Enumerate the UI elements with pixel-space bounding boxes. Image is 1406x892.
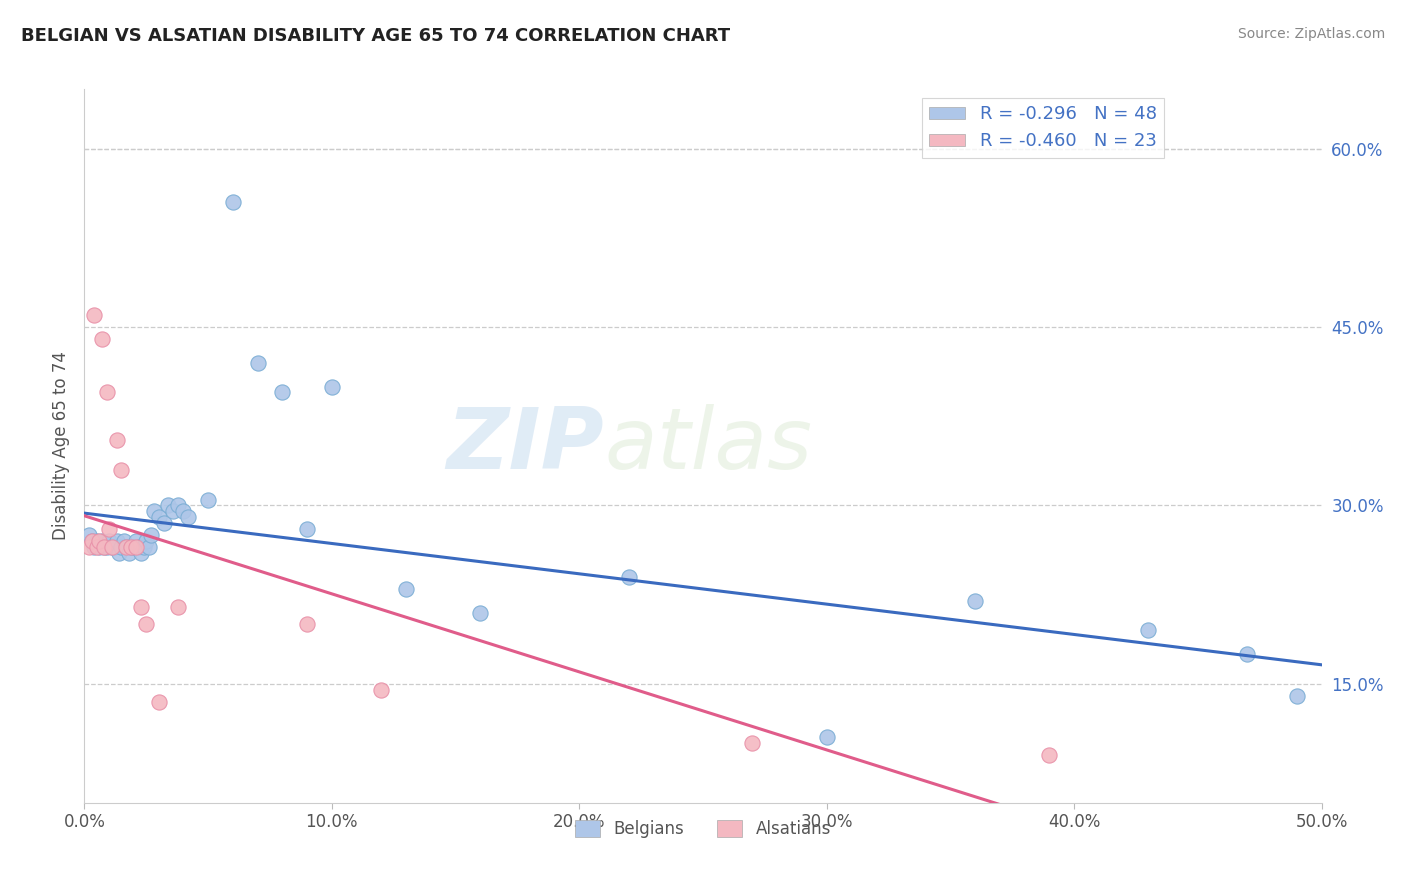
Text: atlas: atlas xyxy=(605,404,813,488)
Point xyxy=(112,534,135,549)
Point xyxy=(89,540,111,554)
Y-axis label: Disability Age 65 to 74: Disability Age 65 to 74 xyxy=(52,351,70,541)
Point xyxy=(120,540,142,554)
Point xyxy=(89,534,111,549)
Text: BELGIAN VS ALSATIAN DISABILITY AGE 65 TO 74 CORRELATION CHART: BELGIAN VS ALSATIAN DISABILITY AGE 65 TO… xyxy=(21,27,730,45)
Point xyxy=(93,540,115,554)
Point xyxy=(148,510,170,524)
Point xyxy=(98,522,121,536)
Point xyxy=(118,546,141,560)
Point xyxy=(96,540,118,554)
Point xyxy=(246,356,269,370)
Point xyxy=(110,463,132,477)
Point xyxy=(965,593,987,607)
Point xyxy=(295,522,318,536)
Point xyxy=(80,534,103,549)
Point xyxy=(1285,689,1308,703)
Point xyxy=(152,516,174,531)
Point xyxy=(132,540,155,554)
Point xyxy=(395,582,418,596)
Point xyxy=(110,540,132,554)
Point xyxy=(108,546,131,560)
Point xyxy=(83,308,105,322)
Point xyxy=(138,540,160,554)
Point xyxy=(222,195,245,210)
Point xyxy=(115,540,138,554)
Point xyxy=(86,540,108,554)
Point xyxy=(100,540,122,554)
Point xyxy=(162,504,184,518)
Point xyxy=(98,534,121,549)
Point xyxy=(105,433,128,447)
Point xyxy=(197,492,219,507)
Point xyxy=(90,534,112,549)
Point xyxy=(129,599,152,614)
Point xyxy=(172,504,194,518)
Point xyxy=(167,499,190,513)
Point xyxy=(157,499,180,513)
Point xyxy=(177,510,200,524)
Legend: Belgians, Alsatians: Belgians, Alsatians xyxy=(568,813,838,845)
Point xyxy=(125,540,148,554)
Point xyxy=(1137,624,1160,638)
Point xyxy=(142,504,165,518)
Point xyxy=(79,528,101,542)
Point xyxy=(128,540,150,554)
Point xyxy=(93,540,115,554)
Point xyxy=(321,379,343,393)
Point xyxy=(100,540,122,554)
Point xyxy=(148,695,170,709)
Point xyxy=(122,540,145,554)
Text: ZIP: ZIP xyxy=(446,404,605,488)
Point xyxy=(617,570,640,584)
Point xyxy=(741,736,763,750)
Point xyxy=(470,606,492,620)
Point xyxy=(135,617,157,632)
Text: Source: ZipAtlas.com: Source: ZipAtlas.com xyxy=(1237,27,1385,41)
Point xyxy=(115,540,138,554)
Point xyxy=(105,534,128,549)
Point xyxy=(1038,748,1060,763)
Point xyxy=(815,731,838,745)
Point xyxy=(141,528,163,542)
Point xyxy=(271,385,294,400)
Point xyxy=(129,546,152,560)
Point xyxy=(120,540,142,554)
Point xyxy=(295,617,318,632)
Point xyxy=(90,332,112,346)
Point xyxy=(83,540,105,554)
Point xyxy=(103,540,125,554)
Point xyxy=(80,534,103,549)
Point xyxy=(79,540,101,554)
Point xyxy=(125,534,148,549)
Point xyxy=(86,534,108,549)
Point xyxy=(167,599,190,614)
Point xyxy=(370,682,392,697)
Point xyxy=(135,534,157,549)
Point xyxy=(1236,647,1258,661)
Point xyxy=(96,385,118,400)
